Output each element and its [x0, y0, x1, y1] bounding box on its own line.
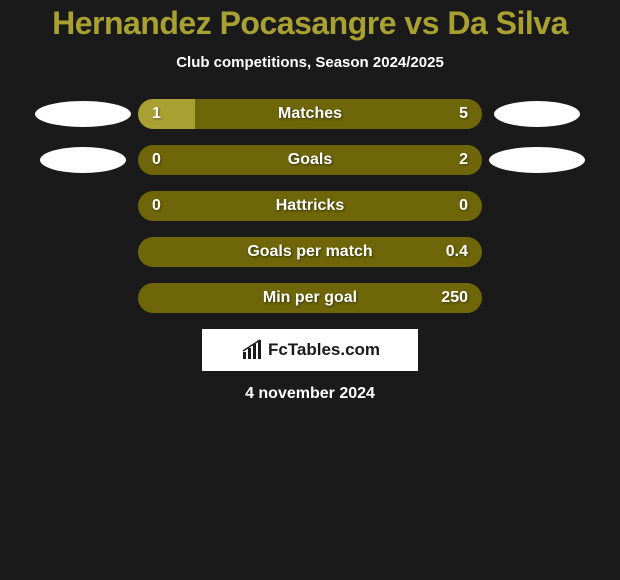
badge-slot-left — [28, 101, 138, 127]
player-badge-left — [35, 101, 131, 127]
date-text: 4 november 2024 — [0, 385, 620, 403]
stat-bar: Goals per match0.4 — [138, 237, 482, 267]
player-badge-right — [489, 147, 585, 173]
badge-slot-right — [482, 101, 592, 127]
stat-row: 1Matches5 — [0, 99, 620, 129]
stat-value-right: 0.4 — [446, 243, 468, 261]
stat-row: Min per goal250 — [0, 283, 620, 313]
stat-row: Goals per match0.4 — [0, 237, 620, 267]
stat-label: Min per goal — [138, 289, 482, 307]
stat-value-right: 2 — [459, 151, 468, 169]
stat-label: Hattricks — [138, 197, 482, 215]
stat-label: Goals — [138, 151, 482, 169]
stat-bar: 1Matches5 — [138, 99, 482, 129]
player-badge-left — [40, 147, 126, 173]
stat-bar: 0Hattricks0 — [138, 191, 482, 221]
stat-row: 0Goals2 — [0, 145, 620, 175]
stats-list: 1Matches50Goals20Hattricks0Goals per mat… — [0, 99, 620, 313]
stat-bar: Min per goal250 — [138, 283, 482, 313]
stat-label: Matches — [138, 105, 482, 123]
stat-value-right: 0 — [459, 197, 468, 215]
bar-chart-icon — [240, 338, 264, 362]
stat-row: 0Hattricks0 — [0, 191, 620, 221]
badge-slot-right — [482, 147, 592, 173]
stat-value-right: 250 — [441, 289, 468, 307]
brand-text: FcTables.com — [268, 340, 380, 360]
stat-value-right: 5 — [459, 105, 468, 123]
badge-slot-left — [28, 147, 138, 173]
stat-label: Goals per match — [138, 243, 482, 261]
subtitle: Club competitions, Season 2024/2025 — [0, 54, 620, 71]
brand-logo: FcTables.com — [202, 329, 418, 371]
stat-bar: 0Goals2 — [138, 145, 482, 175]
page-title: Hernandez Pocasangre vs Da Silva — [0, 5, 620, 42]
player-badge-right — [494, 101, 580, 127]
